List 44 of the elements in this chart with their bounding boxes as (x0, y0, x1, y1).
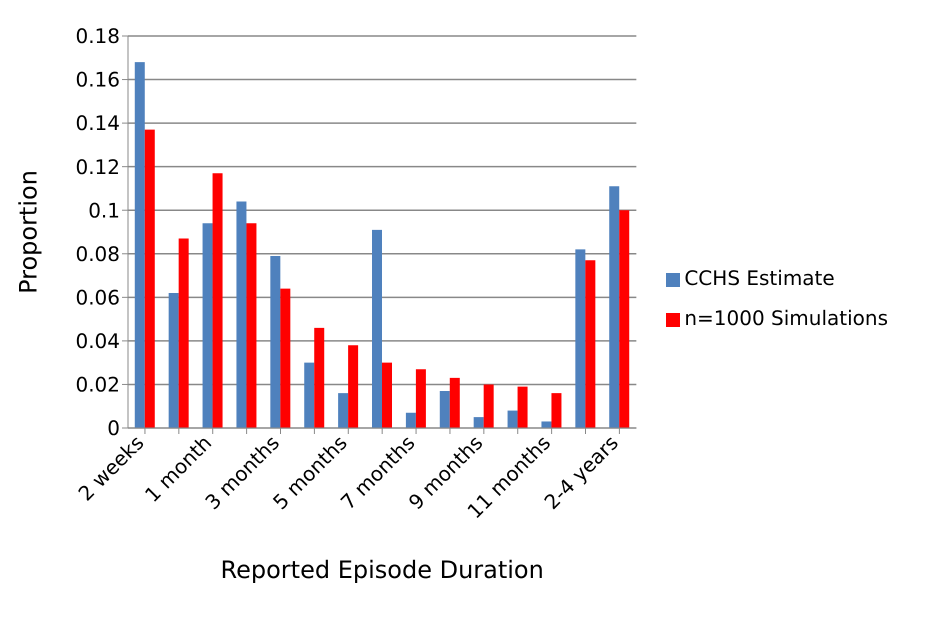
legend-label: CCHS Estimate (684, 266, 835, 290)
bar (134, 62, 145, 428)
bar (551, 393, 562, 428)
x-axis-title: Reported Episode Duration (220, 556, 544, 584)
bar (314, 328, 324, 428)
y-tick-label: 0.06 (75, 285, 120, 310)
bar (168, 292, 179, 428)
bar (585, 260, 596, 428)
bar (474, 417, 484, 428)
y-axis-title: Proportion (14, 170, 43, 294)
y-tick-label: 0.14 (75, 111, 120, 136)
bar (541, 421, 552, 428)
bar (270, 256, 280, 428)
bar (280, 288, 290, 428)
bar (202, 223, 213, 428)
y-tick-label: 0.1 (88, 198, 120, 222)
bar (484, 384, 494, 428)
bar (575, 249, 586, 428)
bar (406, 412, 416, 428)
y-tick-label: 0.12 (75, 154, 120, 179)
bar (338, 393, 348, 428)
bar (212, 173, 223, 428)
bar (372, 230, 382, 428)
bar (518, 386, 528, 428)
bar (416, 369, 426, 428)
bar (246, 223, 256, 428)
bar (508, 410, 518, 428)
y-tick-label: 0.02 (75, 372, 120, 397)
bar (382, 362, 392, 428)
legend-label: n=1000 Simulations (684, 306, 888, 330)
y-tick-label: 0.04 (75, 328, 120, 353)
bar (304, 362, 314, 428)
bar (609, 186, 620, 428)
bar (178, 238, 189, 428)
bar (440, 390, 450, 428)
bar (450, 378, 460, 428)
y-tick-label: 0.08 (75, 242, 120, 266)
y-tick-label: 0.18 (75, 24, 120, 48)
bar (619, 210, 630, 428)
y-tick-label: 0 (107, 416, 120, 440)
y-tick-label: 0.16 (75, 68, 120, 92)
bar (144, 130, 155, 428)
bar (348, 345, 358, 428)
bar (236, 202, 246, 428)
